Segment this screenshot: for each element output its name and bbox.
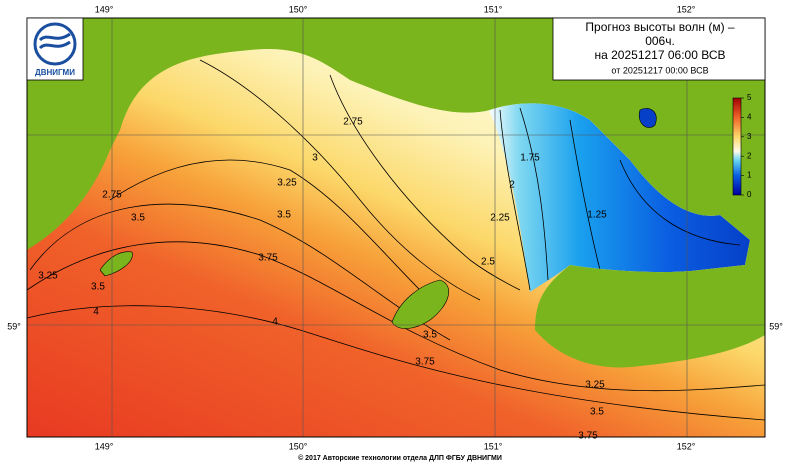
- contour: [499, 109, 531, 291]
- colorbar-label: 4: [747, 113, 752, 122]
- contour: [109, 159, 421, 291]
- lon-label: 152°: [677, 4, 696, 14]
- contour-label: 2.75: [343, 117, 363, 128]
- contour-label: 3: [312, 153, 318, 164]
- map-frame: [26, 17, 766, 438]
- contour-label: 1.75: [520, 153, 540, 164]
- contour: [329, 74, 521, 291]
- title-box: [552, 17, 766, 81]
- contour-label: 3.5: [423, 330, 437, 341]
- contour-label: 3.75: [415, 357, 435, 368]
- contour-label: 1.25: [587, 210, 607, 221]
- title-line: на 20251217 06:00 ВСВ: [595, 48, 726, 62]
- contour-label: 3.25: [585, 380, 605, 391]
- footer: © 2017 Авторские технологии отдела ДЛП Ф…: [298, 454, 502, 462]
- lon-label: 151°: [484, 4, 503, 14]
- lon-label: 152°: [677, 441, 696, 451]
- contour-label: 3.5: [277, 210, 291, 221]
- colorbar: [732, 97, 742, 196]
- lat-label: 59°: [769, 321, 783, 331]
- contour: [619, 159, 741, 246]
- contour-label: 2.5: [481, 257, 495, 268]
- contour-label: 3.5: [91, 282, 105, 293]
- contour: [569, 119, 601, 271]
- title-line: Прогноз высоты волн (м) –: [585, 20, 735, 34]
- contour-label: 2.75: [102, 190, 122, 201]
- title-line: 006ч.: [645, 34, 675, 48]
- contour-label: 3.75: [258, 253, 278, 264]
- contour: [27, 241, 765, 392]
- logo-waves: [38, 32, 71, 50]
- colorbar-label: 5: [747, 93, 752, 102]
- logo-text: ДВНИГМИ: [35, 68, 75, 77]
- contour: [27, 305, 765, 421]
- low-wave-region: [488, 102, 750, 292]
- lon-label: 149°: [95, 441, 114, 451]
- contour-label: 3.25: [38, 271, 58, 282]
- lake: [638, 108, 657, 128]
- lon-label: 149°: [95, 4, 114, 14]
- contour-label: 2.25: [490, 213, 510, 224]
- contour-label: 3.75: [578, 431, 598, 442]
- contour-label: 3.5: [131, 213, 145, 224]
- graticule: [27, 18, 765, 437]
- lon-label: 150°: [289, 4, 308, 14]
- island: [391, 279, 449, 329]
- colorbar-label: 2: [747, 151, 752, 160]
- contour: [519, 107, 549, 281]
- lat-label: 59°: [7, 321, 21, 331]
- lon-label: 150°: [289, 441, 308, 451]
- contour-label: 3.25: [277, 178, 297, 189]
- contour: [199, 59, 481, 301]
- subtitle: от 20251217 00:00 ВСВ: [611, 65, 708, 75]
- colorbar-label: 3: [747, 132, 752, 141]
- lon-label: 151°: [484, 441, 503, 451]
- contour-label: 3.5: [590, 407, 604, 418]
- contour-label: 4: [93, 307, 99, 318]
- logo-emblem: [33, 22, 77, 66]
- colorbar-label: 1: [747, 171, 752, 180]
- contour: [29, 203, 451, 341]
- contour-label: 4: [272, 317, 278, 328]
- colorbar-label: 0: [747, 190, 752, 199]
- island: [99, 251, 133, 277]
- contour-label: 2: [509, 180, 515, 191]
